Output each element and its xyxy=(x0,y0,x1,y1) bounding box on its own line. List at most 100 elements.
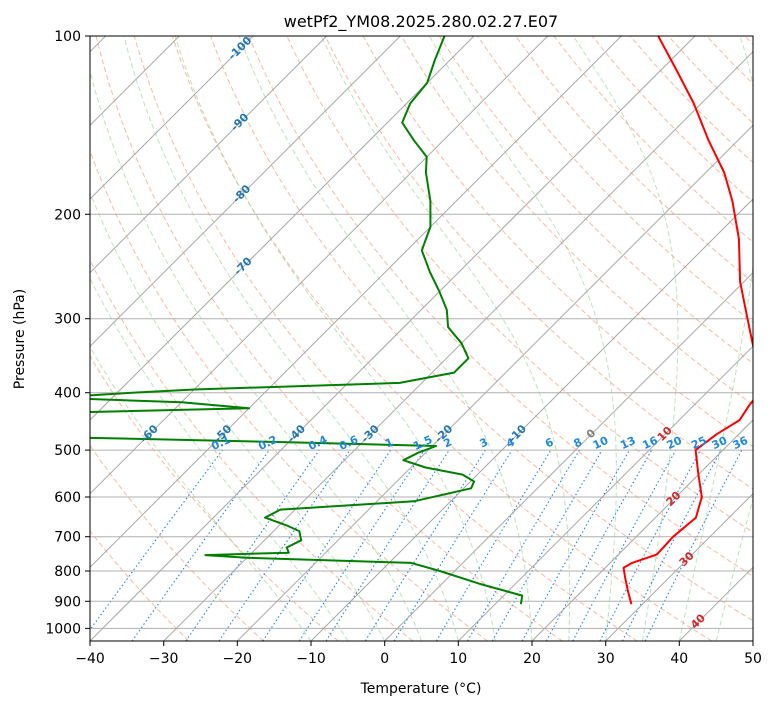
x-tick-label: −20 xyxy=(223,651,253,667)
y-tick-label: 100 xyxy=(54,29,81,45)
temperature-profile-line xyxy=(622,36,753,605)
plot-area: 0.1 0.2 0.4 0.6 1 1.5 2 3 4 6 8 10 13 16 20 25 30 36-100-… xyxy=(90,36,753,641)
moist-adiabat-line xyxy=(90,277,349,641)
isotherm-line xyxy=(90,36,549,495)
mixing-ratio-label: 6 xyxy=(543,435,556,450)
moist-adiabat-line xyxy=(174,36,496,641)
dry-adiabat-line xyxy=(90,149,488,641)
dry-adiabat-line xyxy=(90,530,190,641)
moist-adiabat-line xyxy=(90,346,312,641)
plot-frame xyxy=(89,35,754,642)
dry-adiabat-line xyxy=(324,36,753,490)
moist-adiabat-line xyxy=(238,36,533,641)
mixing-ratio-label: 20 xyxy=(665,434,685,452)
dry-adiabat-line xyxy=(90,444,264,641)
y-tick-label: 900 xyxy=(54,594,81,610)
isotherm-line xyxy=(90,36,622,569)
dry-adiabat-line xyxy=(706,36,753,85)
moist-adiabat-line xyxy=(123,36,459,641)
x-tick-label: −10 xyxy=(296,651,326,667)
dry-adiabat-line xyxy=(591,36,753,203)
mixing-ratio-lines xyxy=(90,449,743,641)
y-tick-label: 1000 xyxy=(45,621,81,637)
x-tick-label: 20 xyxy=(523,651,541,667)
isotherm-line xyxy=(310,198,753,641)
mixing-ratio-line xyxy=(545,449,653,641)
mixing-ratio-line xyxy=(621,449,722,641)
mixing-ratio-line xyxy=(185,449,320,641)
x-tick-label: 50 xyxy=(744,651,762,667)
x-tick-label: 0 xyxy=(380,651,389,667)
x-tick-label: 30 xyxy=(597,651,615,667)
mixing-ratio-line xyxy=(298,449,425,641)
isotherm-line xyxy=(678,566,753,641)
mixing-ratio-label: 36 xyxy=(731,434,751,452)
mixing-ratio-label: 1 xyxy=(383,435,395,450)
dry-adiabat-line xyxy=(248,36,753,577)
x-tick-label: 40 xyxy=(670,651,688,667)
moist-adiabat-line xyxy=(320,36,571,641)
x-tick-label: 10 xyxy=(449,651,467,667)
isotherm-line xyxy=(605,492,753,641)
dry-adiabat-line xyxy=(171,36,712,641)
isotherm-line xyxy=(90,36,328,274)
mixing-ratio-line xyxy=(325,449,450,641)
mixing-ratio-line xyxy=(393,449,513,641)
dry-adiabat-line xyxy=(400,36,753,406)
isotherms xyxy=(90,36,753,641)
dry-adiabat-line xyxy=(90,355,339,641)
isotherm-label: 30 xyxy=(677,549,697,569)
dry-adiabat-line xyxy=(90,258,414,641)
dry-adiabat-line xyxy=(210,36,753,622)
moist-adiabats xyxy=(90,36,753,641)
isotherm-line xyxy=(236,124,753,641)
profile-lines xyxy=(90,36,753,605)
moist-adiabat-line xyxy=(572,36,679,641)
y-axis-ticks: 100 200 300 400 500 600 700 800 900 1000 xyxy=(45,29,90,637)
mixing-ratio-label: 10 xyxy=(591,434,611,452)
y-tick-label: 500 xyxy=(54,443,81,459)
isotherm-line xyxy=(531,419,753,641)
isotherm-line xyxy=(90,36,696,641)
dry-adiabat-line xyxy=(744,36,753,46)
moist-adiabat-line xyxy=(678,36,753,641)
y-tick-label: 300 xyxy=(54,312,81,328)
x-tick-label: −30 xyxy=(149,651,179,667)
dry-adiabat-line xyxy=(515,36,753,283)
chart-title: wetPf2_YM08.2025.280.02.27.E07 xyxy=(284,12,558,32)
mixing-ratio-label: 16 xyxy=(640,434,660,452)
mixing-ratio-label: 25 xyxy=(689,434,708,452)
y-tick-label: 700 xyxy=(54,530,81,546)
mixing-ratio-line xyxy=(131,449,270,641)
x-tick-label: −40 xyxy=(75,651,105,667)
isotherm-line xyxy=(90,36,254,200)
moist-adiabat-line xyxy=(428,36,617,641)
mixing-ratio-line xyxy=(90,449,223,631)
dry-adiabat-line xyxy=(668,36,753,124)
dewpoint-profile-line xyxy=(90,36,524,605)
mixing-ratio-label: 30 xyxy=(710,434,730,452)
isotherm-line xyxy=(384,271,753,641)
x-axis-label: Temperature (°C) xyxy=(360,681,482,697)
y-tick-label: 800 xyxy=(54,564,81,580)
isotherm-line xyxy=(163,50,753,641)
mixing-ratio-line xyxy=(572,449,677,641)
mixing-ratio-label: 13 xyxy=(618,434,637,452)
dry-adiabat-line xyxy=(438,36,753,365)
y-tick-label: 400 xyxy=(54,386,81,402)
moist-adiabat-line xyxy=(90,191,386,641)
isotherm-line xyxy=(457,345,753,641)
dry-adiabats xyxy=(90,36,753,641)
x-axis-ticks: −40 −30 −20 −10 0 10 20 30 40 50 xyxy=(75,641,762,667)
mixing-ratio-line xyxy=(599,449,701,641)
dry-adiabat-line xyxy=(95,36,563,641)
y-tick-label: 200 xyxy=(54,207,81,223)
mixing-ratio-line xyxy=(521,449,630,641)
isotherm-line xyxy=(90,36,475,421)
moist-adiabat-line xyxy=(90,69,422,641)
isotherm-line xyxy=(90,36,401,348)
isotherm-line xyxy=(752,640,753,641)
mixing-ratio-line xyxy=(262,449,392,641)
moist-adiabat-line xyxy=(715,496,753,641)
